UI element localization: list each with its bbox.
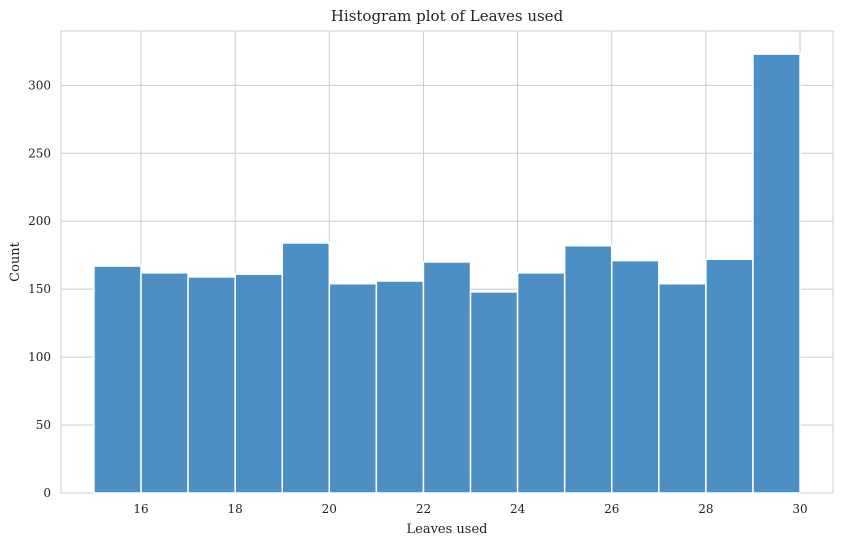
y-tick-label: 250 xyxy=(28,146,51,160)
histogram-bar xyxy=(516,272,566,494)
histogram-bar xyxy=(705,258,754,494)
chart-title: Histogram plot of Leaves used xyxy=(331,7,564,25)
y-tick-label: 300 xyxy=(28,78,51,92)
histogram-bar xyxy=(328,282,378,494)
x-tick-label: 24 xyxy=(510,502,526,516)
x-tick-labels: 16 18 20 22 24 26 28 30 xyxy=(133,502,807,516)
x-tick-label: 20 xyxy=(322,502,337,516)
histogram-bar xyxy=(93,265,142,494)
y-axis-label: Count xyxy=(8,241,23,282)
histogram-bar xyxy=(469,291,519,494)
histogram-bars xyxy=(93,53,801,494)
histogram-bar xyxy=(234,273,283,494)
x-tick-label: 16 xyxy=(133,502,148,516)
histogram-bar xyxy=(752,53,801,494)
x-tick-label: 22 xyxy=(416,502,431,516)
histogram-bar xyxy=(187,276,236,494)
x-tick-label: 26 xyxy=(604,502,619,516)
y-tick-label: 150 xyxy=(28,282,51,296)
x-axis-label: Leaves used xyxy=(407,522,488,537)
histogram-bar xyxy=(375,280,425,494)
y-tick-labels: 0 50 100 150 200 250 300 xyxy=(28,78,51,500)
histogram-bar xyxy=(281,242,331,494)
y-tick-label: 100 xyxy=(28,350,51,364)
histogram-bar xyxy=(658,282,707,494)
y-tick-label: 50 xyxy=(36,418,51,432)
histogram-bar xyxy=(563,244,613,494)
x-tick-label: 28 xyxy=(698,502,713,516)
y-tick-label: 0 xyxy=(43,486,51,500)
x-tick-label: 18 xyxy=(228,502,243,516)
histogram-bar xyxy=(422,261,472,494)
histogram-bar xyxy=(611,259,660,494)
x-tick-label: 30 xyxy=(792,502,807,516)
histogram-bar xyxy=(140,272,189,494)
y-tick-label: 200 xyxy=(28,214,51,228)
